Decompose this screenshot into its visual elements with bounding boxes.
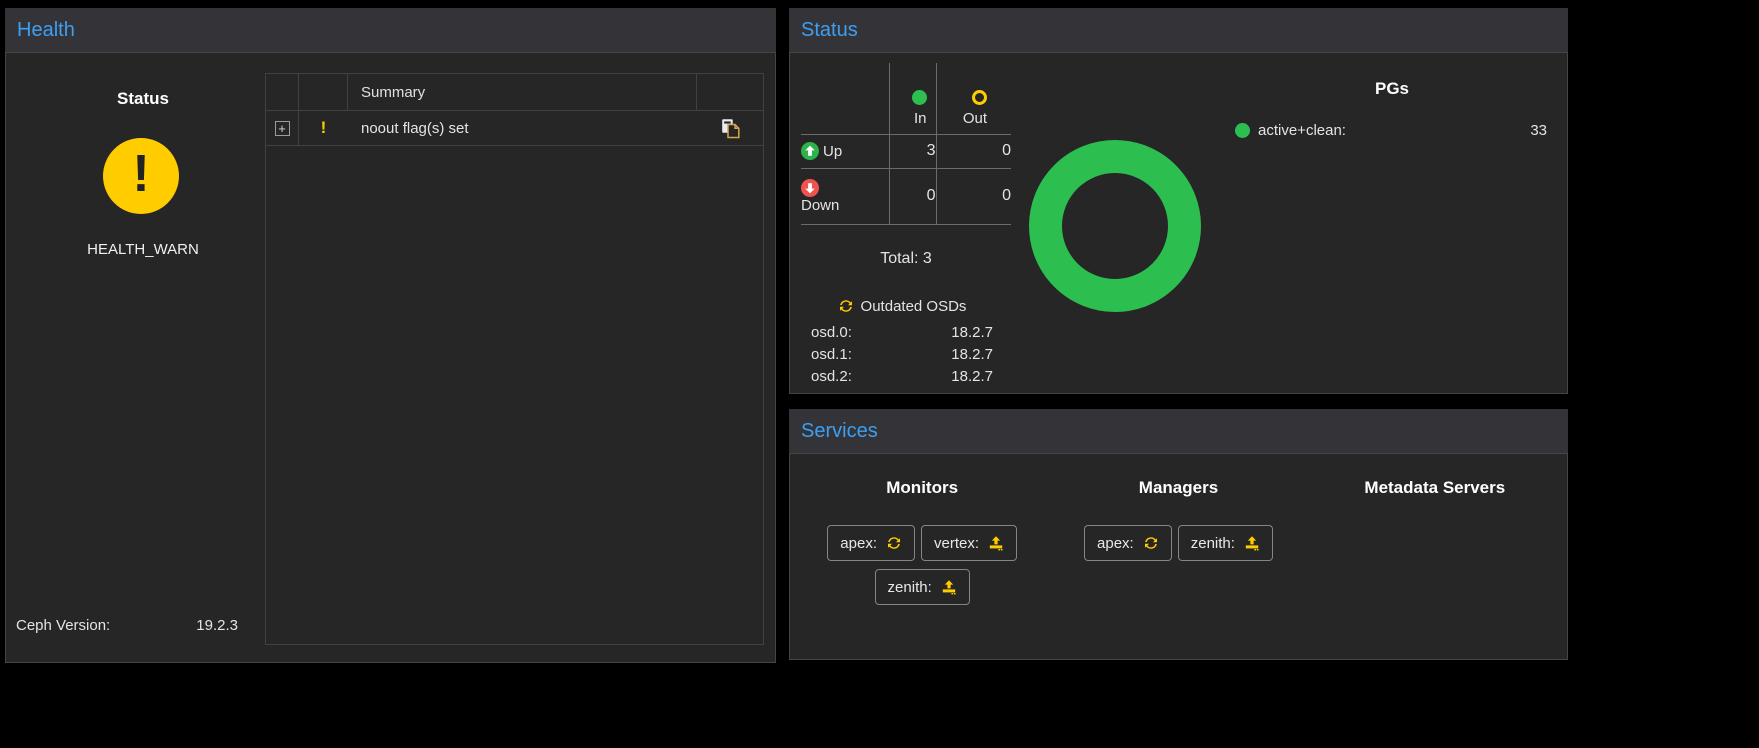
upload-icon: [942, 580, 956, 595]
osd-down-out-value: 0: [935, 167, 1011, 225]
osd-version: 18.2.7: [951, 323, 993, 341]
grid-header-summary[interactable]: Summary: [348, 74, 697, 110]
service-label: apex:: [840, 534, 877, 552]
osd-up-in-value: 3: [888, 133, 936, 168]
ceph-version-value: 19.2.3: [196, 617, 238, 634]
pg-state-label: active+clean:: [1258, 122, 1346, 139]
action-cell: [697, 111, 763, 145]
service-button-mon-vertex[interactable]: vertex:: [921, 525, 1018, 561]
refresh-icon: [1144, 537, 1157, 549]
service-group-metadata-servers: Metadata Servers: [1307, 454, 1563, 605]
group-name: Metadata Servers: [1364, 478, 1506, 497]
osd-name: osd.2:: [811, 367, 852, 385]
status-panel: Status In Out: [789, 8, 1568, 394]
pg-legend-dot-icon: [1235, 123, 1250, 138]
health-warning-icon: !: [103, 138, 179, 214]
health-panel-title: Health: [17, 18, 75, 41]
osd-version: 18.2.7: [951, 345, 993, 363]
service-label: zenith:: [1190, 534, 1235, 552]
down-row-label: Down: [801, 196, 840, 214]
service-groups: Monitors apex: vertex:: [790, 454, 1567, 605]
grid-header-expand-cell: [266, 74, 299, 110]
status-panel-body: In Out Up: [789, 52, 1568, 394]
status-panel-title: Status: [801, 18, 858, 41]
upload-icon: [1245, 536, 1259, 551]
osd-version: 18.2.7: [951, 367, 993, 385]
service-button-mgr-apex[interactable]: apex:: [1084, 525, 1172, 561]
services-panel: Services Monitors apex: vertex:: [789, 409, 1568, 660]
arrow-circle-down-icon: [801, 178, 819, 197]
group-buttons: apex: zenith:: [1084, 525, 1273, 561]
health-panel-header: Health: [5, 8, 776, 52]
service-group-managers: Managers apex: zenith:: [1050, 454, 1306, 605]
pgs-title: PGs: [1374, 79, 1410, 98]
in-header-label: In: [913, 109, 927, 127]
osd-name: osd.1:: [811, 345, 852, 363]
service-group-monitors: Monitors apex: vertex:: [794, 454, 1050, 605]
osd-up-out-value: 0: [935, 133, 1011, 168]
health-status-heading: Status: [117, 89, 169, 108]
service-button-mgr-zenith[interactable]: zenith:: [1177, 525, 1273, 561]
outdated-osd-row: osd.0: 18.2.7: [811, 321, 993, 343]
out-header-label: Out: [962, 109, 987, 127]
service-label: vertex:: [934, 534, 980, 552]
refresh-icon: [839, 300, 852, 312]
osd-up-row: Up 3 0: [801, 133, 1011, 168]
ceph-version-label: Ceph Version:: [16, 617, 111, 634]
ceph-version-row: Ceph Version: 19.2.3: [16, 617, 238, 634]
grid-header-action-cell: [697, 74, 763, 110]
upload-icon: [989, 536, 1003, 551]
up-row-label: Up: [823, 142, 843, 160]
group-buttons: apex: vertex:: [802, 525, 1042, 605]
service-label: zenith:: [887, 578, 932, 596]
osd-in-header: In: [890, 89, 936, 127]
expand-row-icon[interactable]: +: [274, 120, 290, 136]
health-panel: Health Status ! HEALTH_WARN Ceph Version…: [5, 8, 776, 663]
osd-down-in-value: 0: [888, 167, 936, 225]
flag-cell: !: [299, 111, 348, 145]
group-name: Managers: [1138, 478, 1219, 497]
services-panel-title: Services: [801, 419, 878, 442]
exclamation-glyph: !: [132, 145, 150, 203]
health-warning-row[interactable]: + ! noout flag(s) set: [266, 111, 763, 146]
in-dot-icon: [911, 89, 927, 105]
grid-header-flag-cell: [299, 74, 348, 110]
outdated-osds-section: Outdated OSDs osd.0: 18.2.7 osd.1: 18.2.…: [811, 296, 993, 387]
health-status-value: HEALTH_WARN: [87, 241, 199, 258]
osd-table-header-row: In Out: [801, 63, 1011, 134]
warning-summary-text: noout flag(s) set: [361, 119, 469, 137]
osd-down-row: Down 0 0: [801, 167, 1011, 225]
out-ring-icon: [972, 89, 987, 105]
outdated-osd-row: osd.1: 18.2.7: [811, 343, 993, 365]
outdated-osds-title: Outdated OSDs: [860, 297, 967, 315]
osd-total: Total: 3: [880, 250, 932, 267]
services-panel-body: Monitors apex: vertex:: [789, 453, 1568, 660]
service-button-mon-apex[interactable]: apex:: [827, 525, 915, 561]
service-button-mon-zenith[interactable]: zenith:: [874, 569, 970, 605]
pg-state-count: 33: [1530, 122, 1547, 139]
health-summary-grid: Summary + ! noout flag(s) set: [265, 73, 764, 645]
service-label: apex:: [1097, 534, 1134, 552]
services-panel-header: Services: [789, 409, 1568, 453]
group-name: Monitors: [886, 478, 959, 497]
arrow-circle-up-icon: [801, 142, 819, 160]
warning-exclamation-icon: !: [320, 118, 327, 137]
outdated-osd-row: osd.2: 18.2.7: [811, 365, 993, 387]
status-panel-header: Status: [789, 8, 1568, 52]
health-panel-body: Status ! HEALTH_WARN Ceph Version: 19.2.…: [5, 52, 776, 663]
copy-icon[interactable]: [721, 118, 740, 139]
pgs-donut-chart: [1029, 140, 1201, 312]
refresh-icon: [888, 537, 900, 549]
osd-in-out-table: In Out Up: [801, 63, 1011, 225]
grid-header-row: Summary: [266, 74, 763, 111]
pgs-legend-row: active+clean: 33: [1235, 122, 1547, 139]
osd-name: osd.0:: [811, 323, 852, 341]
expand-cell: +: [266, 111, 299, 145]
outdated-osds-title-row: Outdated OSDs: [811, 296, 993, 316]
osd-out-header: Out: [937, 89, 1012, 127]
